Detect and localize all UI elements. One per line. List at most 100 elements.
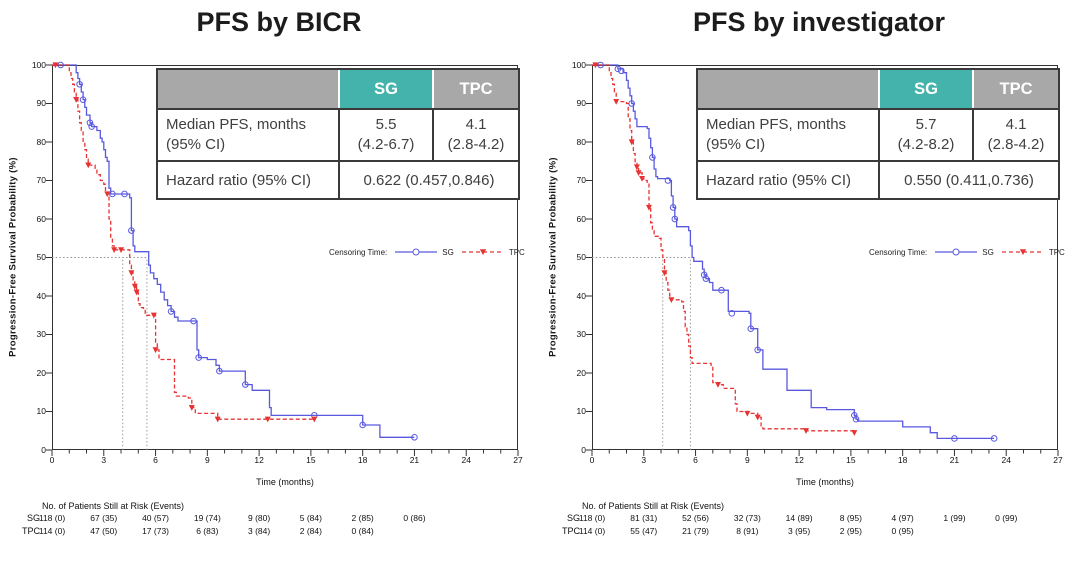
risk-count: 0 (86)	[403, 513, 426, 523]
censor-mark-tpc	[118, 247, 125, 253]
risk-count: 9 (80)	[248, 513, 271, 523]
risk-count: 114 (0)	[38, 525, 66, 536]
censor-mark-tpc	[128, 270, 135, 277]
censor-mark-sg	[216, 367, 223, 375]
censor-mark-tpc	[628, 139, 635, 146]
censor-mark-tpc	[613, 98, 620, 105]
legend-tpc-text: TPC	[508, 247, 525, 257]
risk-count: 0 (84)	[351, 525, 374, 536]
risk-count: 17 (73)	[142, 525, 170, 536]
legend-item-tpc: TPC	[461, 247, 525, 257]
summary-table: SG TPC Median PFS, months (95% CI) 5.5 (…	[156, 68, 520, 200]
censor-mark-tpc	[592, 62, 599, 69]
censor-mark-sg	[718, 286, 725, 294]
y-tick-label: 90	[576, 98, 586, 108]
legend-sg-text: SG	[442, 247, 454, 257]
risk-count: 8 (91)	[736, 525, 759, 536]
censor-mark-tpc	[104, 191, 111, 198]
y-tick-label: 30	[36, 329, 46, 339]
chart-title: PFS by BICR	[196, 7, 362, 37]
y-axis-label: Progression-Free Survival Probability (%…	[547, 157, 559, 357]
censor-mark-sg	[109, 190, 116, 198]
risk-count: 47 (50)	[90, 525, 118, 536]
censor-mark-sg	[195, 354, 203, 361]
y-tick-label: 20	[36, 367, 46, 378]
tpc-dash-triangle-icon	[461, 249, 504, 255]
x-axis-title: Time (months)	[256, 477, 314, 487]
median-pfs-label: Median PFS, months (95% CI)	[698, 110, 880, 160]
y-tick-label: 90	[36, 98, 46, 108]
risk-row-label: TPC	[562, 525, 580, 536]
risk-count: 0 (99)	[995, 513, 1018, 523]
censor-mark-tpc	[851, 430, 858, 436]
risk-count: 114 (0)	[578, 525, 606, 536]
summary-header-blank	[158, 70, 340, 108]
censor-mark-tpc	[661, 270, 668, 277]
y-tick-label: 10	[576, 406, 586, 416]
risk-count: 2 (84)	[299, 525, 322, 536]
median-pfs-tpc-value: 4.1 (2.8-4.2)	[987, 115, 1045, 153]
risk-count: 14 (89)	[785, 513, 813, 523]
censor-mark-sg	[628, 100, 635, 107]
risk-table-title: No. of Patients Still at Risk (Events)	[42, 501, 185, 511]
censor-mark-sg	[852, 415, 860, 423]
x-tick-label: 0	[49, 455, 55, 465]
summary-header-blank	[698, 70, 880, 108]
x-tick-label: 9	[744, 455, 750, 465]
censor-mark-sg	[242, 381, 249, 388]
legend-tpc-text: TPC	[1048, 247, 1065, 257]
risk-count: 4 (97)	[891, 513, 914, 523]
hazard-ratio-value: 0.550 (0.411,0.736)	[904, 171, 1034, 189]
censor-mark-sg	[990, 435, 998, 442]
censor-mark-sg	[597, 61, 604, 69]
censor-mark-tpc	[803, 428, 810, 434]
censor-mark-tpc	[754, 414, 761, 421]
censor-mark-tpc	[744, 410, 751, 417]
plot-area: SG TPC Median PFS, months (95% CI) 5.5 (…	[46, 61, 525, 456]
y-tick-label: 50	[576, 252, 586, 262]
censor-mark-tpc	[85, 162, 92, 169]
censor-mark-tpc	[131, 283, 138, 290]
censor-mark-tpc	[639, 175, 646, 182]
censor-mark-sg	[128, 227, 135, 234]
censor-mark-sg	[121, 190, 128, 198]
risk-count: 55 (47)	[630, 525, 658, 536]
censor-mark-tpc	[714, 381, 721, 388]
x-tick-label: 6	[693, 455, 698, 465]
censor-mark-tpc	[214, 416, 221, 423]
x-tick-label: 21	[949, 455, 960, 465]
risk-count: 67 (35)	[90, 513, 118, 523]
summary-hazard-row: Hazard ratio (95% CI) 0.622 (0.457,0.846…	[158, 162, 518, 198]
risk-count: 19 (74)	[193, 513, 221, 523]
x-tick-label: 27	[1053, 455, 1063, 465]
summary-median-row: Median PFS, months (95% CI) 5.7 (4.2-8.2…	[698, 110, 1058, 162]
sg-line-circle-icon	[395, 248, 438, 256]
hazard-ratio-value: 0.622 (0.457,0.846)	[363, 171, 495, 189]
y-tick-label: 30	[576, 329, 586, 339]
y-tick-label: 20	[576, 367, 586, 378]
y-tick-label: 70	[576, 175, 586, 185]
legend-item-sg: SG	[394, 247, 454, 257]
summary-table: SG TPC Median PFS, months (95% CI) 5.7 (…	[696, 68, 1060, 200]
km-curve-tpc	[52, 64, 315, 420]
censor-mark-sg	[728, 310, 736, 317]
y-tick-label: 0	[41, 444, 46, 455]
censor-mark-sg	[79, 96, 87, 103]
x-tick-label: 18	[357, 455, 368, 465]
x-tick-label: 3	[101, 455, 107, 465]
risk-count: 2 (85)	[351, 513, 374, 523]
x-tick-label: 18	[897, 455, 908, 465]
risk-row-label: SG	[566, 513, 580, 523]
legend-label: Censoring Time:	[329, 247, 388, 257]
median-pfs-label: Median PFS, months (95% CI)	[158, 110, 340, 160]
x-tick-label: 6	[153, 455, 158, 465]
censor-mark-sg	[190, 317, 197, 325]
x-axis-title: Time (months)	[796, 477, 854, 487]
y-tick-label: 40	[36, 290, 46, 301]
censor-mark-sg	[664, 177, 672, 184]
legend: Censoring Time: SG TPC	[869, 247, 1065, 257]
summary-header-row: SG TPC	[158, 70, 518, 110]
median-pfs-sg-value: 5.5 (4.2-6.7)	[340, 110, 434, 160]
y-tick-label: 50	[36, 252, 46, 262]
risk-row-label: TPC	[22, 525, 40, 536]
